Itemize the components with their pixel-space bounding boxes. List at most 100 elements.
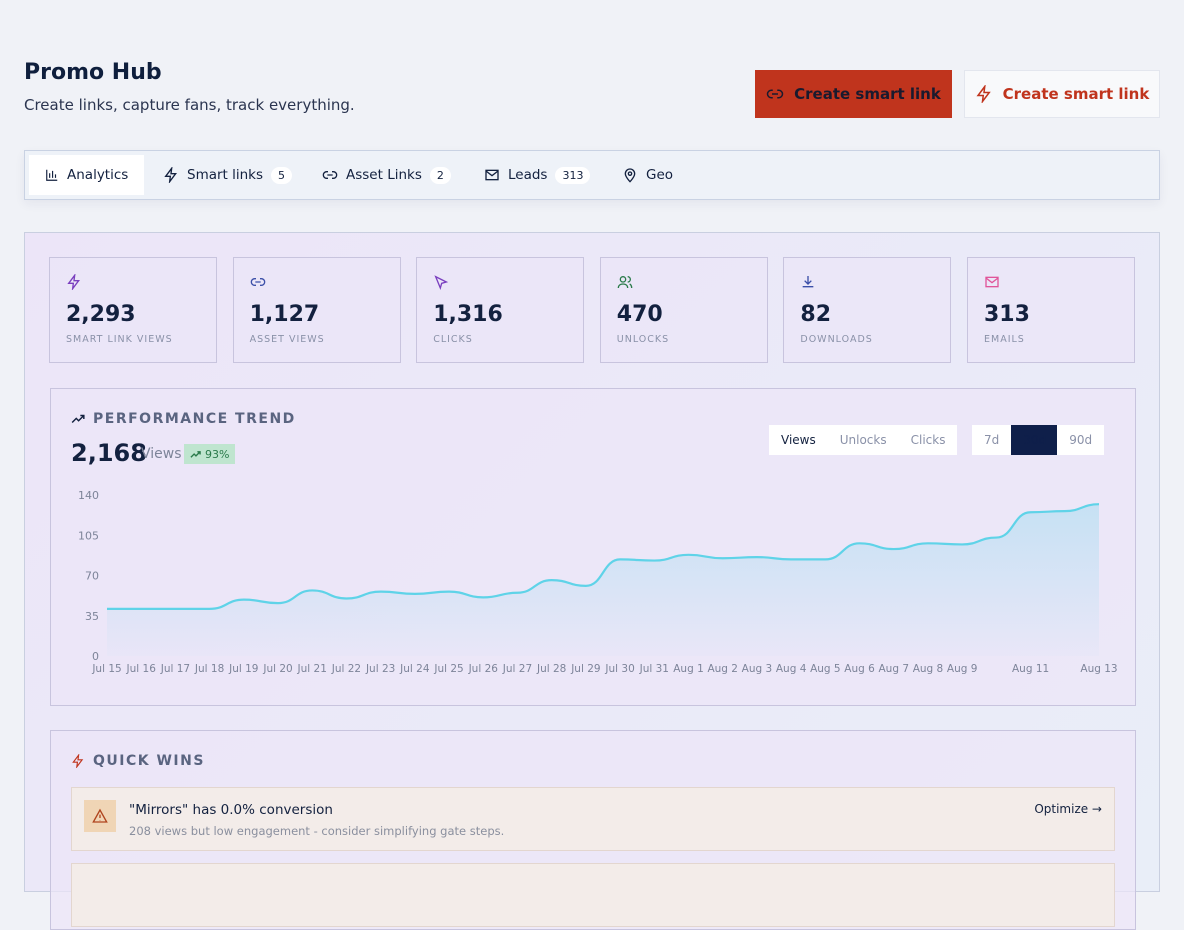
stat-card: 470 UNLOCKS bbox=[599, 257, 768, 363]
quick-win-text: 208 views but low engagement - consider … bbox=[129, 824, 505, 838]
stat-icon bbox=[985, 276, 999, 288]
stat-value: 82 bbox=[800, 302, 832, 327]
tab[interactable]: Smart links 5 bbox=[163, 155, 293, 195]
metric-option[interactable]: Unlocks bbox=[839, 433, 887, 447]
x-tick-label: Aug 4 bbox=[776, 663, 807, 675]
tab-label: Asset Links bbox=[346, 167, 422, 183]
change-badge: 93% bbox=[184, 444, 236, 464]
trend-icon bbox=[71, 414, 85, 424]
stat-card: 1,127 ASSET VIEWS bbox=[232, 257, 401, 363]
stat-value: 470 bbox=[616, 302, 663, 327]
trend-total: 2,168 bbox=[71, 439, 147, 467]
range-toggle: 7d 30d 90d bbox=[972, 425, 1105, 455]
bolt-icon bbox=[976, 85, 991, 103]
quick-wins-card: QUICK WINS "Mirrors" has 0.0% conversion… bbox=[50, 730, 1136, 930]
range-option[interactable]: 90d bbox=[1069, 433, 1093, 447]
range-option[interactable]: 7d bbox=[984, 433, 1000, 447]
x-tick-label: Jul 17 bbox=[160, 663, 190, 675]
trend-unit: Views bbox=[141, 446, 182, 462]
stat-card: 1,316 CLICKS bbox=[416, 257, 585, 363]
stat-value: 2,293 bbox=[66, 302, 136, 327]
x-tick-label: Jul 16 bbox=[126, 663, 157, 675]
x-tick-label: Jul 15 bbox=[91, 663, 121, 675]
stat-label: SMART LINK VIEWS bbox=[66, 334, 173, 345]
trend-card: PERFORMANCE TREND 2,168 Views 93% Views … bbox=[50, 388, 1136, 706]
stat-icon bbox=[250, 278, 265, 286]
stat-value: 1,127 bbox=[249, 302, 320, 327]
x-tick-label: Jul 24 bbox=[399, 663, 430, 675]
link-icon bbox=[322, 171, 338, 179]
stat-value: 1,316 bbox=[433, 302, 503, 327]
tab-label: Geo bbox=[646, 167, 674, 183]
button-label: Create smart link bbox=[794, 85, 941, 103]
metric-option[interactable]: Views bbox=[781, 433, 816, 447]
x-tick-label: Jul 29 bbox=[570, 663, 600, 675]
bolt-icon bbox=[72, 754, 84, 768]
tab[interactable]: Geo bbox=[622, 155, 673, 195]
tab[interactable]: Analytics bbox=[29, 155, 145, 195]
stat-card: 313 EMAILS bbox=[967, 257, 1135, 363]
stat-icon bbox=[617, 276, 633, 289]
stat-card: 2,293 SMART LINK VIEWS bbox=[49, 257, 217, 363]
pin-icon bbox=[624, 168, 636, 183]
analytics-panel: 2,293 SMART LINK VIEWS 1,127 ASSET VIEWS 1,3… bbox=[24, 232, 1160, 930]
x-tick-label: Aug 7 bbox=[878, 663, 909, 675]
tab[interactable]: Asset Links 2 bbox=[322, 155, 451, 195]
y-tick-label: 140 bbox=[78, 489, 99, 502]
create-button[interactable]: Create smart link bbox=[755, 70, 952, 118]
tab-bar: Analytics Smart links 5 Asset Links 2 Le… bbox=[24, 150, 1160, 200]
x-tick-label: Jul 30 bbox=[604, 663, 634, 675]
stat-label: CLICKS bbox=[433, 334, 473, 345]
tab[interactable]: Leads 313 bbox=[484, 155, 591, 195]
button-label: Create smart link bbox=[1002, 85, 1150, 103]
page-title: Promo Hub bbox=[24, 60, 162, 85]
tab-label: Analytics bbox=[67, 167, 129, 183]
x-tick-label: Jul 22 bbox=[331, 663, 361, 675]
stat-icon bbox=[434, 275, 449, 290]
quick-win-item bbox=[71, 863, 1115, 927]
create-button[interactable]: Create smart link bbox=[964, 70, 1160, 118]
quick-wins-title: QUICK WINS bbox=[93, 753, 205, 769]
x-tick-label: Aug 6 bbox=[844, 663, 875, 675]
link-icon bbox=[766, 89, 784, 99]
trend-header: PERFORMANCE TREND bbox=[71, 411, 296, 427]
x-tick-label: Aug 3 bbox=[742, 663, 773, 675]
quick-wins-header: QUICK WINS bbox=[71, 753, 205, 769]
quick-win-item: "Mirrors" has 0.0% conversion 208 views … bbox=[71, 787, 1115, 851]
x-tick-label: Aug 1 bbox=[673, 663, 704, 675]
mail-icon bbox=[485, 169, 499, 181]
page-subtitle: Create links, capture fans, track everyt… bbox=[24, 96, 355, 114]
trend-icon bbox=[190, 450, 201, 458]
warning-icon bbox=[92, 808, 108, 823]
change-value: 93% bbox=[205, 447, 230, 461]
area bbox=[107, 504, 1099, 656]
page: Promo Hub Create links, capture fans, tr… bbox=[24, 60, 1160, 930]
x-tick-label: Jul 25 bbox=[433, 663, 463, 675]
x-tick-label: Jul 20 bbox=[262, 663, 292, 675]
bolt-icon bbox=[164, 167, 177, 183]
x-tick-label: Jul 28 bbox=[536, 663, 566, 675]
tab-count: 2 bbox=[429, 166, 451, 184]
trend-title: PERFORMANCE TREND bbox=[93, 411, 296, 427]
tab-label: Smart links bbox=[187, 167, 264, 183]
x-tick-label: Jul 21 bbox=[297, 663, 327, 675]
x-tick-label: Aug 2 bbox=[707, 663, 738, 675]
stat-label: UNLOCKS bbox=[616, 334, 670, 345]
stat-label: DOWNLOADS bbox=[800, 334, 873, 345]
tab-count: 313 bbox=[555, 166, 591, 184]
y-tick-label: 105 bbox=[78, 529, 99, 542]
tab-count: 5 bbox=[271, 166, 293, 184]
range-option[interactable]: 30d bbox=[1011, 425, 1058, 455]
optimize-link[interactable]: Optimize → bbox=[1034, 802, 1102, 816]
y-tick-label: 35 bbox=[85, 610, 99, 623]
stat-label: ASSET VIEWS bbox=[249, 334, 325, 345]
quick-win-title: "Mirrors" has 0.0% conversion bbox=[129, 802, 333, 818]
metric-toggle: Views Unlocks Clicks bbox=[769, 425, 958, 455]
x-tick-label: Aug 11 bbox=[1012, 663, 1049, 675]
metric-option[interactable]: Clicks bbox=[910, 433, 946, 447]
x-tick-label: Jul 19 bbox=[228, 663, 258, 675]
x-tick-label: Aug 13 bbox=[1080, 663, 1117, 675]
stat-value: 313 bbox=[984, 302, 1030, 327]
x-tick-label: Jul 23 bbox=[365, 663, 395, 675]
line bbox=[107, 503, 1100, 610]
